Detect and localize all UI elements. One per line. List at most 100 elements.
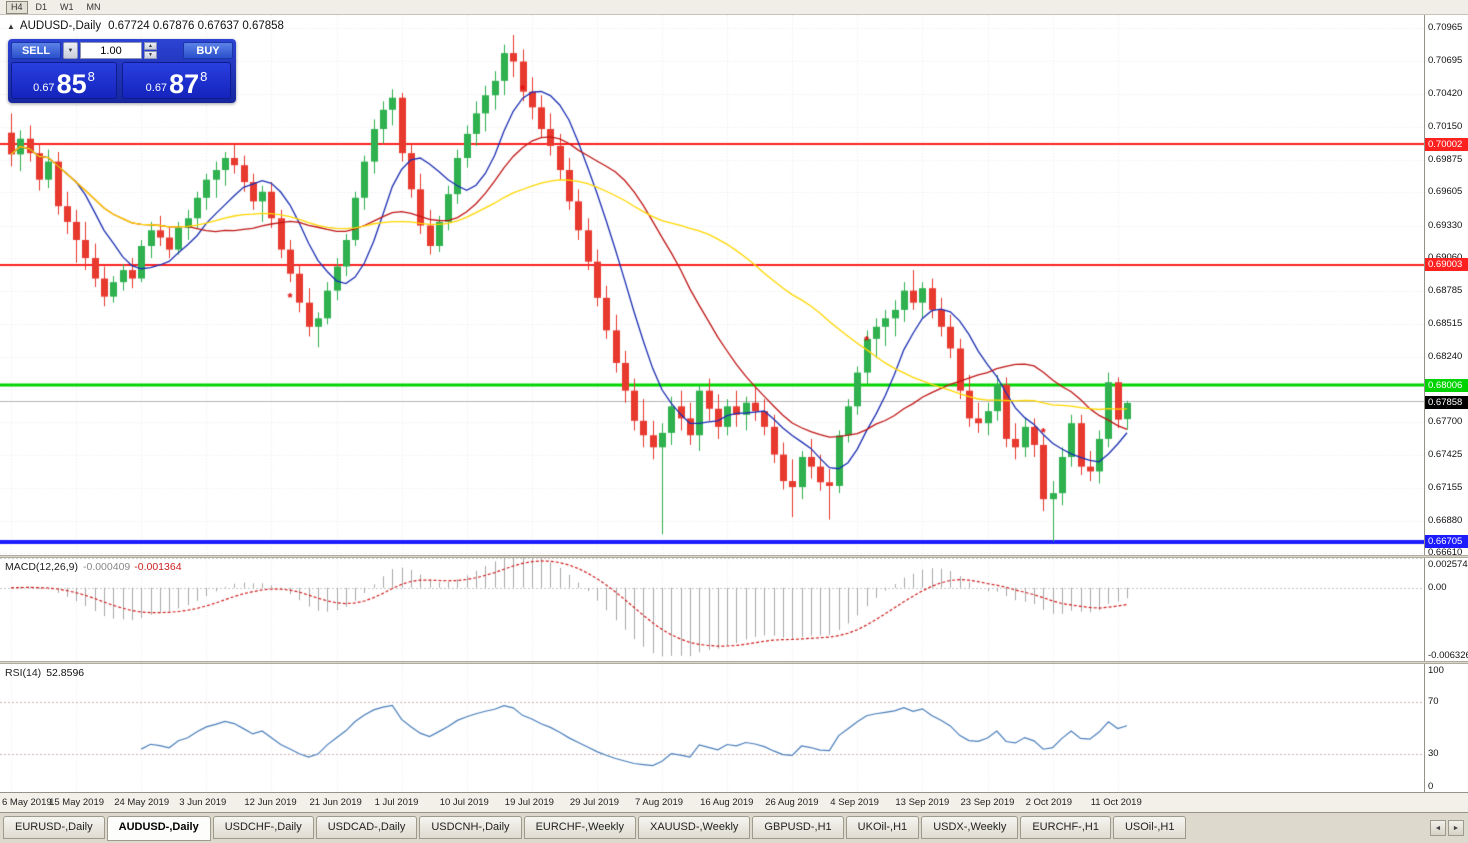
one-click-trading-panel: SELL ▼ ▲ ▼ BUY 0.67 85 8 0.67 87 8 — [8, 39, 236, 103]
sell-price-sup: 8 — [87, 69, 95, 84]
sell-price-prefix: 0.67 — [33, 82, 55, 94]
price-axis-label: 0.70965 — [1428, 22, 1463, 34]
buy-price-sup: 8 — [200, 69, 208, 84]
buy-price-button[interactable]: 0.67 87 8 — [122, 62, 231, 99]
volume-decrease-button[interactable]: ▼ — [144, 51, 157, 59]
date-axis-label: 7 Aug 2019 — [635, 797, 684, 808]
date-axis-label: 11 Oct 2019 — [1090, 797, 1142, 808]
rsi-axis-label: 100 — [1428, 665, 1444, 676]
date-axis-label: 12 Jun 2019 — [244, 797, 297, 808]
chart-tab-bar: EURUSD-,Daily AUDUSD-,Daily USDCHF-,Daily U… — [0, 812, 1468, 843]
date-axis-label: 10 Jul 2019 — [439, 797, 489, 808]
date-axis-label: 13 Sep 2019 — [895, 797, 950, 808]
chart-tab-usoil-h1[interactable]: USOil-,H1 — [1112, 816, 1187, 839]
sell-price-button[interactable]: 0.67 85 8 — [11, 62, 117, 99]
bid-price-tag: 0.67858 — [1425, 396, 1468, 410]
price-axis-label: 0.70695 — [1428, 54, 1463, 66]
macd-main-value: -0.000409 — [82, 561, 131, 573]
chart-tab-eurchf-h1[interactable]: EURCHF-,H1 — [1020, 816, 1111, 839]
macd-name: MACD(12,26,9) — [5, 561, 78, 573]
chart-tab-ukoil-h1[interactable]: UKOil-,H1 — [845, 816, 920, 839]
volume-input[interactable] — [80, 42, 142, 59]
tab-scroll-controls: ◄ ► — [1430, 816, 1464, 836]
hline-price-tag: 0.69003 — [1425, 258, 1468, 272]
chart-tab-eurusd-daily[interactable]: EURUSD-,Daily — [3, 816, 105, 839]
price-axis-label: 0.68515 — [1428, 317, 1463, 329]
chart-window: 0.70965 0.70695 0.70420 0.70150 0.69875 0.696… — [0, 15, 1468, 812]
timeframe-button-w1[interactable]: W1 — [55, 1, 79, 14]
chart-symbol-label: AUDUSD-,Daily — [19, 20, 102, 32]
rsi-panel-canvas[interactable] — [0, 664, 1424, 792]
date-axis-label: 16 Aug 2019 — [700, 797, 754, 808]
price-axis-label: 0.69060 — [1428, 252, 1462, 263]
price-axis-label: 0.70420 — [1428, 88, 1463, 100]
price-axis-label: 0.70150 — [1428, 120, 1463, 132]
rsi-value: 52.8596 — [46, 667, 85, 679]
volume-stepper: ▲ ▼ — [144, 42, 157, 59]
date-axis-label: 23 Sep 2019 — [960, 797, 1015, 808]
sell-button[interactable]: SELL — [11, 42, 61, 59]
sell-price-big: 85 — [56, 69, 87, 99]
date-axis-label: 3 Jun 2019 — [179, 797, 227, 808]
date-axis-label: 19 Jul 2019 — [504, 797, 554, 808]
price-axis-label: 0.67700 — [1428, 416, 1463, 428]
chart-tab-gbpusd-h1[interactable]: GBPUSD-,H1 — [752, 816, 844, 839]
chart-tab-usdcad-daily[interactable]: USDCAD-,Daily — [315, 816, 418, 839]
rsi-indicator-title: RSI(14) 52.8596 — [5, 667, 84, 679]
rsi-name: RSI(14) — [5, 667, 42, 679]
price-axis-label: 0.67425 — [1428, 449, 1463, 461]
chart-tab-usdcnh-daily[interactable]: USDCNH-,Daily — [419, 816, 522, 839]
timeframe-button-d1[interactable]: D1 — [31, 1, 53, 14]
chart-tab-eurchf-weekly[interactable]: EURCHF-,Weekly — [523, 816, 636, 839]
macd-axis-label: -0.006326 — [1428, 650, 1468, 661]
price-axis-label: 0.69605 — [1428, 186, 1463, 198]
date-axis-label: 2 Oct 2019 — [1025, 797, 1073, 808]
price-axis[interactable]: 0.70965 0.70695 0.70420 0.70150 0.69875 0.696… — [1424, 15, 1468, 792]
date-axis-label: 15 May 2019 — [49, 797, 105, 808]
hline-price-tag: 0.66705 — [1425, 535, 1468, 549]
rsi-axis-label: 30 — [1428, 747, 1439, 759]
panel-splitter-macd[interactable] — [0, 555, 1468, 558]
chart-title: ▲ AUDUSD-,Daily 0.67724 0.67876 0.67637 0.… — [7, 20, 284, 32]
chart-tab-usdchf-daily[interactable]: USDCHF-,Daily — [212, 816, 314, 839]
date-axis-label: 21 Jun 2019 — [309, 797, 362, 808]
buy-price-prefix: 0.67 — [145, 82, 168, 94]
macd-panel-canvas[interactable] — [0, 558, 1424, 661]
price-chart-canvas[interactable] — [0, 15, 1424, 555]
macd-axis-label: 0.00 — [1428, 581, 1447, 593]
macd-indicator-title: MACD(12,26,9) -0.000409 -0.001364 — [5, 561, 182, 573]
volume-dropdown-button[interactable]: ▼ — [63, 42, 78, 59]
chart-tab-audusd-daily[interactable]: AUDUSD-,Daily — [106, 816, 211, 841]
time-axis[interactable]: 6 May 2019 15 May 2019 24 May 2019 3 Jun 20… — [0, 792, 1468, 812]
date-axis-label: 4 Sep 2019 — [830, 797, 879, 808]
volume-increase-button[interactable]: ▲ — [144, 42, 157, 50]
hline-price-tag: 0.68006 — [1425, 378, 1468, 392]
price-axis-label: 0.66880 — [1428, 514, 1463, 526]
date-axis-label: 24 May 2019 — [114, 797, 170, 808]
chart-tab-xauusd-weekly[interactable]: XAUUSD-,Weekly — [637, 816, 751, 839]
one-click-collapse-icon[interactable]: ▲ — [7, 22, 15, 31]
price-axis-label: 0.66610 — [1428, 547, 1463, 559]
buy-button[interactable]: BUY — [183, 42, 233, 59]
chart-tab-usdx-weekly[interactable]: USDX-,Weekly — [921, 816, 1019, 839]
timeframe-button-h4[interactable]: H4 — [6, 0, 28, 14]
timeframe-button-mn[interactable]: MN — [82, 1, 106, 14]
tab-scroll-right-button[interactable]: ► — [1448, 820, 1464, 836]
price-axis-label: 0.67155 — [1428, 481, 1463, 493]
price-axis-label: 0.68785 — [1428, 285, 1463, 297]
date-axis-label: 6 May 2019 — [2, 797, 52, 808]
timeframe-toolbar: H4 D1 W1 MN — [0, 0, 1468, 15]
buy-price-big: 87 — [169, 69, 200, 99]
rsi-axis-label: 70 — [1428, 696, 1439, 708]
rsi-axis-label: 0 — [1428, 781, 1434, 792]
price-axis-label: 0.68240 — [1428, 350, 1463, 362]
macd-signal-value: -0.001364 — [134, 561, 182, 573]
date-axis-label: 29 Jul 2019 — [569, 797, 620, 808]
tab-scroll-left-button[interactable]: ◄ — [1430, 820, 1446, 836]
panel-splitter-rsi[interactable] — [0, 661, 1468, 664]
chart-ohlc-values: 0.67724 0.67876 0.67637 0.67858 — [108, 20, 284, 32]
date-axis-label: 1 Jul 2019 — [374, 797, 419, 808]
date-axis-label: 26 Aug 2019 — [765, 797, 819, 808]
macd-axis-label: 0.002574 — [1428, 559, 1468, 570]
